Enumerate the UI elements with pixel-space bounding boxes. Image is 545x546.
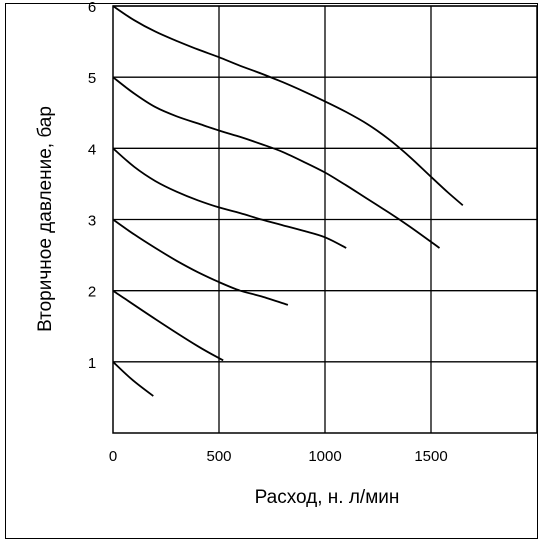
curve-6 — [112, 5, 464, 206]
tick-labels: 0 500 1000 1500 1 2 3 4 5 6 — [88, 0, 448, 465]
x-tick-label: 0 — [109, 448, 117, 465]
curve-3 — [112, 218, 289, 306]
curve-2 — [112, 289, 224, 362]
y-tick-label: 3 — [88, 213, 96, 230]
grid — [113, 5, 537, 433]
x-tick-label: 500 — [206, 448, 231, 465]
curves — [112, 5, 464, 397]
y-tick-label: 4 — [88, 141, 96, 158]
y-axis-title: Вторичное давление, бар — [35, 106, 56, 332]
y-tick-label: 6 — [88, 0, 96, 16]
x-tick-label: 1000 — [308, 448, 341, 465]
curve-4 — [112, 147, 347, 249]
y-tick-label: 5 — [88, 70, 96, 87]
y-tick-label: 1 — [88, 355, 96, 372]
y-tick-label: 2 — [88, 284, 96, 301]
x-axis-title: Расход, н. л/мин — [255, 487, 400, 508]
curve-1 — [112, 361, 154, 397]
x-tick-label: 1500 — [414, 448, 447, 465]
curve-5 — [112, 76, 441, 249]
